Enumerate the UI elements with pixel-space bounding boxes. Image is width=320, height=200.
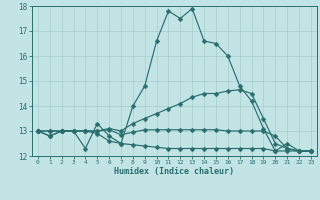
X-axis label: Humidex (Indice chaleur): Humidex (Indice chaleur) [115, 167, 234, 176]
